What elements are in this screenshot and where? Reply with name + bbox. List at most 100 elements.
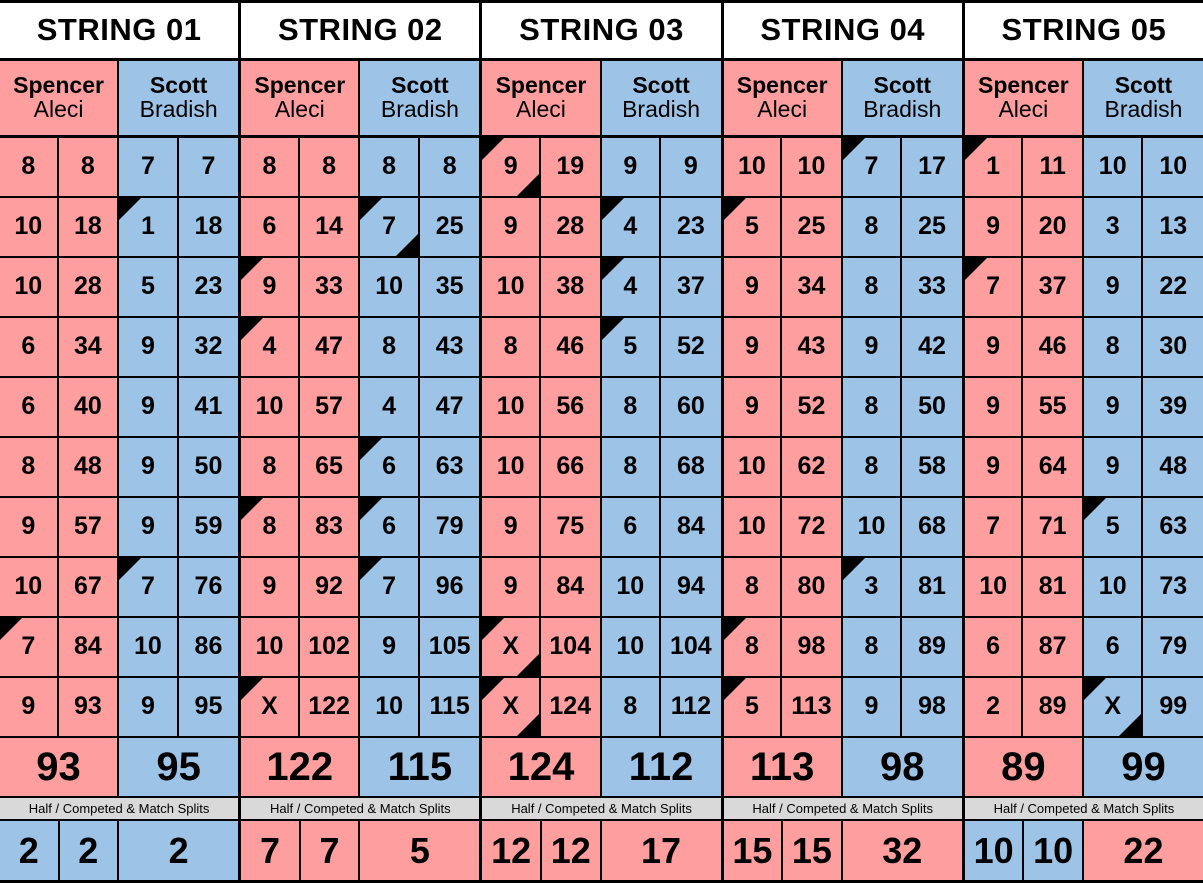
running-total-cell[interactable]: 60 [661, 378, 721, 436]
running-total-cell[interactable]: 89 [902, 618, 962, 676]
running-total-cell[interactable]: 48 [59, 438, 118, 496]
running-total-cell[interactable]: 104 [661, 618, 721, 676]
running-total-cell[interactable]: 95 [179, 678, 239, 736]
running-total-cell[interactable]: 57 [300, 378, 359, 436]
running-total-cell[interactable]: 23 [661, 198, 721, 256]
shot-value-cell[interactable]: 8 [843, 197, 903, 256]
shot-value-cell[interactable]: 9 [360, 617, 420, 676]
running-total-cell[interactable]: 18 [59, 198, 118, 256]
shot-value-cell[interactable]: 10 [0, 557, 59, 616]
shot-value-cell[interactable]: 8 [602, 437, 662, 496]
shot-value-cell[interactable]: 9 [602, 137, 662, 196]
final-total-left[interactable]: 122 [241, 737, 361, 797]
shot-value-cell[interactable]: 4 [601, 197, 662, 256]
shot-value-cell[interactable]: 5 [723, 677, 783, 736]
shot-value-cell[interactable]: 9 [724, 377, 783, 436]
running-total-cell[interactable]: 94 [661, 558, 721, 616]
running-total-cell[interactable]: 81 [902, 558, 962, 616]
shot-value-cell[interactable]: 8 [241, 437, 300, 496]
running-total-cell[interactable]: 18 [179, 198, 239, 256]
running-total-cell[interactable]: 75 [541, 498, 600, 556]
shot-value-cell[interactable]: 4 [601, 257, 662, 316]
running-total-cell[interactable]: 35 [420, 258, 480, 316]
running-total-cell[interactable]: 40 [59, 378, 118, 436]
shot-value-cell[interactable]: 10 [482, 377, 541, 436]
split-value-cell[interactable]: 10 [964, 821, 1025, 880]
running-total-cell[interactable]: 76 [179, 558, 239, 616]
split-value-cell[interactable]: 2 [119, 821, 239, 880]
running-total-cell[interactable]: 39 [1143, 378, 1203, 436]
shot-value-cell[interactable]: 8 [482, 317, 541, 376]
final-total-right[interactable]: 95 [119, 737, 239, 797]
shot-value-cell[interactable]: 9 [965, 317, 1024, 376]
running-total-cell[interactable]: 84 [59, 618, 118, 676]
running-total-cell[interactable]: 63 [420, 438, 480, 496]
shot-value-cell[interactable]: 9 [0, 497, 59, 556]
running-total-cell[interactable]: 10 [782, 138, 841, 196]
running-total-cell[interactable]: 124 [541, 678, 600, 736]
shot-value-cell[interactable]: X [241, 677, 300, 736]
running-total-cell[interactable]: 98 [782, 618, 841, 676]
final-total-left[interactable]: 113 [723, 737, 843, 797]
shot-value-cell[interactable]: 10 [241, 377, 300, 436]
running-total-cell[interactable]: 28 [541, 198, 600, 256]
shot-value-cell[interactable]: X [482, 677, 541, 736]
shot-value-cell[interactable]: 10 [843, 497, 903, 556]
running-total-cell[interactable]: 46 [541, 318, 600, 376]
running-total-cell[interactable]: 48 [1143, 438, 1203, 496]
shot-value-cell[interactable]: 9 [119, 497, 179, 556]
final-total-right[interactable]: 112 [601, 737, 721, 797]
shot-value-cell[interactable]: 10 [1084, 557, 1144, 616]
shot-value-cell[interactable]: 9 [241, 557, 300, 616]
shot-value-cell[interactable]: 10 [241, 617, 300, 676]
shot-value-cell[interactable]: 8 [0, 437, 59, 496]
running-total-cell[interactable]: 14 [300, 198, 359, 256]
split-value-cell[interactable]: 7 [241, 821, 301, 880]
running-total-cell[interactable]: 9 [661, 138, 721, 196]
running-total-cell[interactable]: 22 [1143, 258, 1203, 316]
running-total-cell[interactable]: 79 [1143, 618, 1203, 676]
shot-value-cell[interactable]: 9 [724, 257, 783, 316]
running-total-cell[interactable]: 34 [782, 258, 841, 316]
shot-value-cell[interactable]: 10 [0, 197, 59, 256]
running-total-cell[interactable]: 47 [420, 378, 480, 436]
running-total-cell[interactable]: 72 [782, 498, 841, 556]
running-total-cell[interactable]: 63 [1143, 498, 1203, 556]
running-total-cell[interactable]: 50 [179, 438, 239, 496]
shot-value-cell[interactable]: 7 [965, 497, 1024, 556]
shot-value-cell[interactable]: 6 [0, 317, 59, 376]
running-total-cell[interactable]: 66 [541, 438, 600, 496]
shot-value-cell[interactable]: 9 [843, 677, 903, 736]
split-value-cell[interactable]: 12 [541, 821, 602, 880]
running-total-cell[interactable]: 37 [661, 258, 721, 316]
shot-value-cell[interactable]: 6 [0, 377, 59, 436]
running-total-cell[interactable]: 42 [902, 318, 962, 376]
shot-value-cell[interactable]: 9 [119, 317, 179, 376]
shot-value-cell[interactable]: 9 [482, 557, 541, 616]
running-total-cell[interactable]: 33 [902, 258, 962, 316]
running-total-cell[interactable]: 84 [541, 558, 600, 616]
running-total-cell[interactable]: 83 [300, 498, 359, 556]
split-value-cell[interactable]: 10 [1024, 821, 1084, 880]
split-value-cell[interactable]: 15 [783, 821, 843, 880]
final-total-left[interactable]: 93 [0, 737, 120, 797]
running-total-cell[interactable]: 30 [1143, 318, 1203, 376]
running-total-cell[interactable]: 102 [300, 618, 359, 676]
shot-value-cell[interactable]: 9 [1084, 257, 1144, 316]
running-total-cell[interactable]: 7 [179, 138, 239, 196]
shot-value-cell[interactable]: 6 [602, 497, 662, 556]
shot-value-cell[interactable]: 10 [360, 257, 420, 316]
running-total-cell[interactable]: 25 [420, 198, 480, 256]
shot-value-cell[interactable]: 5 [1083, 497, 1144, 556]
split-value-cell[interactable]: 12 [482, 821, 542, 880]
split-value-cell[interactable]: 22 [1083, 821, 1203, 880]
shot-value-cell[interactable]: 8 [1084, 317, 1144, 376]
running-total-cell[interactable]: 98 [902, 678, 962, 736]
shot-value-cell[interactable]: 8 [843, 257, 903, 316]
running-total-cell[interactable]: 19 [541, 138, 600, 196]
shot-value-cell[interactable]: 8 [602, 677, 662, 736]
shot-value-cell[interactable]: 10 [0, 257, 59, 316]
shot-value-cell[interactable]: 9 [965, 197, 1024, 256]
shot-value-cell[interactable]: 7 [360, 197, 420, 256]
running-total-cell[interactable]: 28 [59, 258, 118, 316]
